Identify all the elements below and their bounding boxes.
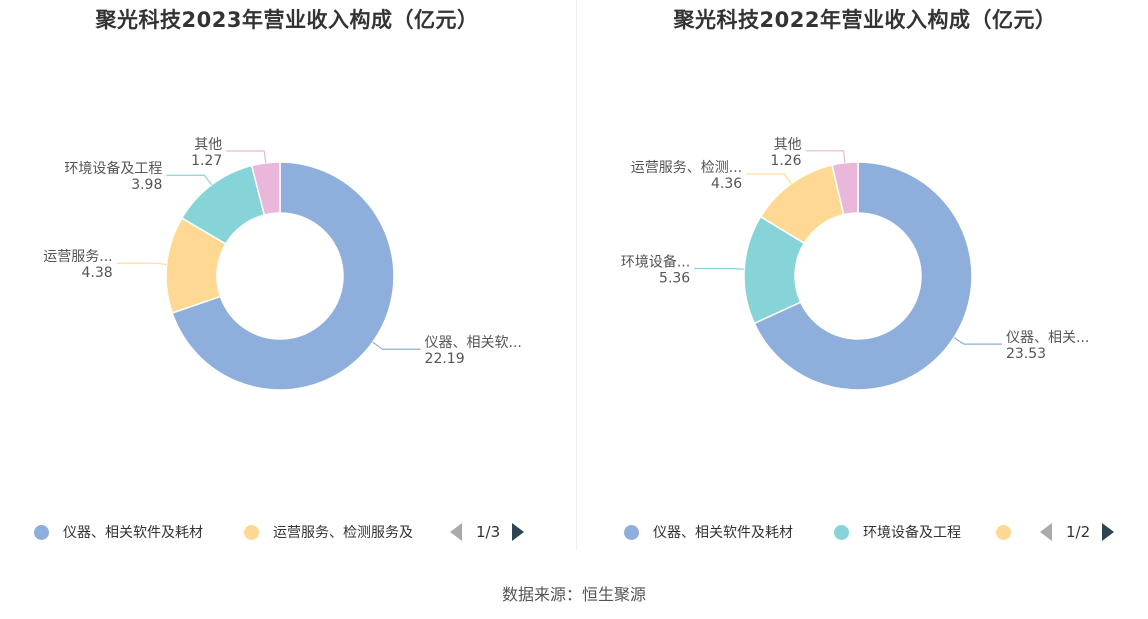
panel-divider: [576, 0, 577, 550]
slice-label-name-0: 仪器、相关软...: [425, 335, 522, 351]
legend-dot-environment-equipment: [834, 524, 849, 540]
slice-label-name-2: 运营服务、检测...: [631, 160, 742, 176]
chart-title: 聚光科技2023年营业收入构成（亿元）: [95, 8, 479, 32]
legend-item-instruments[interactable]: 仪器、相关软件及耗材: [624, 520, 793, 544]
legend-item-environment-equipment[interactable]: 环境设备及工程: [834, 520, 961, 544]
slice-label-value-2: 4.36: [711, 176, 742, 192]
legend-dot-operation-services: [996, 524, 1011, 540]
slice-label-value-2: 3.98: [131, 177, 162, 193]
legend-dot-instruments: [34, 524, 49, 540]
label-leader-line-3: [805, 150, 846, 163]
legend-item-operation-services[interactable]: 运营服务、检测服务及: [244, 520, 413, 544]
donut-slice-3[interactable]: [250, 161, 281, 216]
label-leader-line-1: [694, 267, 745, 270]
label-leader-line-0: [372, 341, 421, 350]
label-leader-line-0: [953, 337, 1002, 345]
slice-label-name-1: 环境设备...: [621, 253, 690, 270]
legend-prev-arrow-icon[interactable]: [1040, 523, 1052, 541]
slice-label-value-1: 5.36: [659, 270, 690, 286]
donut-slice-3[interactable]: [831, 161, 859, 216]
chart-panel-2023: 聚光科技2023年营业收入构成（亿元） 仪器、相关软... 22.19 运营服务..…: [0, 0, 574, 560]
legend-prev-arrow-icon[interactable]: [450, 523, 462, 541]
legend-pager: 1/3: [450, 520, 525, 544]
legend-item-instruments[interactable]: 仪器、相关软件及耗材: [34, 520, 203, 544]
label-leader-line-2: [746, 173, 792, 184]
slice-label-name-2: 环境设备及工程: [64, 160, 162, 177]
data-source-note: 数据来源：恒生聚源: [501, 585, 646, 604]
slice-label-value-1: 4.38: [81, 265, 112, 281]
slice-label-name-1: 运营服务...: [43, 249, 112, 265]
legend-label: 仪器、相关软件及耗材: [63, 525, 203, 541]
legend-next-arrow-icon[interactable]: [512, 523, 525, 541]
donut-slice-0[interactable]: [171, 161, 395, 391]
donut-chart-2022: 仪器、相关...23.53 环境设备...5.36 运营服务、检测...4.36 其他…: [621, 137, 1089, 391]
chart-title: 聚光科技2022年营业收入构成（亿元）: [673, 8, 1057, 32]
legend-label: 仪器、相关软件及耗材: [653, 525, 793, 541]
legend-label: 运营服务、检测服务及: [273, 525, 413, 541]
slice-label-value-0: 23.53: [1006, 346, 1046, 362]
legend-next-arrow-icon[interactable]: [1102, 523, 1115, 541]
donut-slice-0[interactable]: [753, 161, 973, 391]
slice-label-value-0: 22.19: [425, 351, 465, 367]
legend-dot-operation-services: [244, 524, 259, 540]
slice-label-name-3: 其他: [194, 137, 222, 153]
slice-label-value-3: 1.26: [770, 153, 801, 169]
chart-legend: 仪器、相关软件及耗材 运营服务、检测服务及 1/3: [0, 520, 574, 544]
legend-item-operation-services[interactable]: [996, 520, 1025, 544]
legend-label: 环境设备及工程: [863, 525, 961, 541]
legend-page-number: 1/3: [476, 523, 501, 541]
chart-panel-2022: 聚光科技2022年营业收入构成（亿元） 仪器、相关... 23.53 环境设备...…: [578, 0, 1148, 560]
legend-dot-instruments: [624, 524, 639, 540]
legend-pager: 1/2: [1040, 520, 1115, 544]
slice-label-name-3: 其他: [774, 137, 802, 153]
legend-page-number: 1/2: [1066, 523, 1091, 541]
label-leader-line-3: [226, 150, 267, 163]
label-leader-line-1: [116, 262, 167, 266]
slice-label-value-3: 1.27: [191, 153, 222, 169]
slice-label-name-0: 仪器、相关...: [1006, 330, 1089, 346]
label-leader-line-2: [166, 174, 213, 186]
chart-legend: 仪器、相关软件及耗材 环境设备及工程 1/2: [578, 520, 1148, 544]
